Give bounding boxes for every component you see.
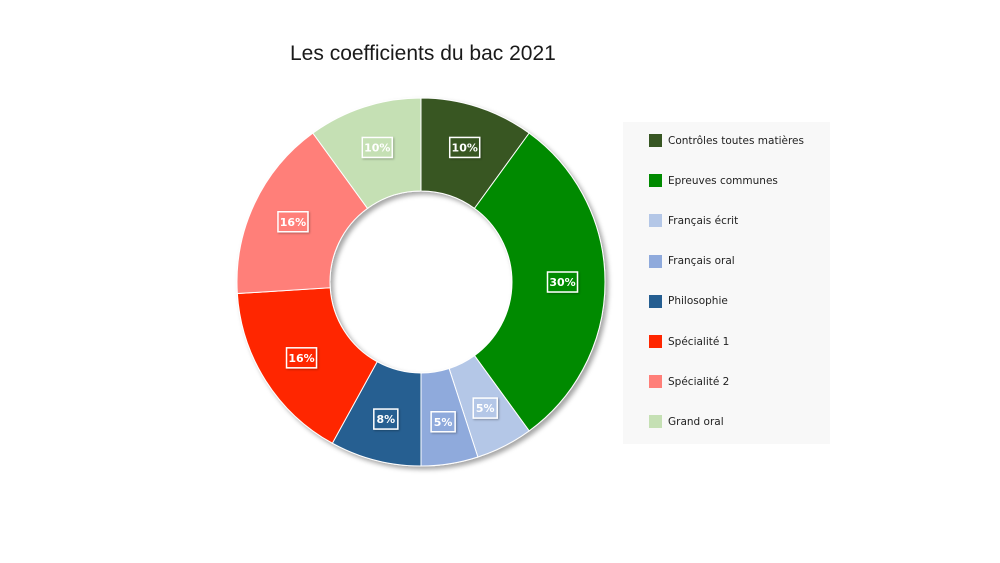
slice-label-text: 16% [288,352,314,365]
legend-swatch [649,335,662,348]
slice-label-2: 5% [472,397,498,419]
legend-label: Spécialité 2 [668,375,730,388]
slice-label-1: 30% [546,271,579,293]
legend-swatch [649,294,662,308]
legend-swatch [649,134,662,147]
slice-label-5: 16% [285,347,318,369]
legend-swatch [649,254,662,268]
slice-label-3: 5% [430,411,456,433]
legend-label: Français oral [668,255,735,268]
legend-label: Français écrit [668,214,739,227]
slice-1 [473,132,606,432]
slice-label-box [448,136,481,159]
slice-label-text: 30% [549,276,575,289]
legend-item: Contrôles toutes matières [649,133,804,148]
legend-item: Grand oral [649,414,724,429]
legend-item: Spécialité 2 [649,374,729,389]
slice-label-box [373,408,399,430]
slice-label-text: 5% [476,402,495,415]
legend-item: Spécialité 1 [649,334,729,349]
slice-label-text: 5% [434,416,453,429]
slice-label-box [361,136,394,159]
slice-label-text: 16% [280,216,306,229]
legend-label: Contrôles toutes matières [668,134,804,147]
slice-label-text: 10% [364,141,390,154]
legend-label: Epreuves communes [668,174,778,187]
legend-swatch [649,415,662,429]
slice-label-box [546,271,579,293]
slice-label-text: 8% [376,413,395,426]
slice-label-7: 10% [361,136,394,159]
legend-item: Philosophie [649,294,728,309]
legend-label: Spécialité 1 [668,335,730,348]
slice-label-box [277,211,309,233]
legend-item: Français écrit [649,213,738,228]
data-labels: 10% 30% 5% 5% 8% 16% 16% 10% [277,136,579,433]
slice-label-box [472,397,498,419]
slice-label-box [430,411,456,433]
legend-swatch [649,375,662,389]
legend-item: Français oral [649,254,735,269]
slice-label-4: 8% [373,408,399,430]
legend-label: Philosophie [668,295,728,308]
slice-label-text: 10% [452,141,478,154]
legend-swatch [649,214,662,228]
legend-label: Grand oral [668,415,724,428]
legend-item: Epreuves communes [649,173,778,188]
legend-swatch [649,174,662,188]
legend: Contrôles toutes matières Epreuves commun… [623,122,830,444]
chart-title: Les coefficients du bac 2021 [290,42,556,65]
slice-label-6: 16% [277,211,309,233]
slice-label-0: 10% [448,136,481,159]
slice-label-box [285,347,318,369]
